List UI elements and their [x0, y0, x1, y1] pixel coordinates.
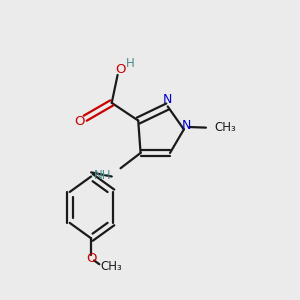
Text: O: O	[115, 63, 126, 76]
Text: H: H	[126, 57, 134, 70]
Text: NH: NH	[94, 169, 111, 182]
Text: O: O	[75, 115, 85, 128]
Text: CH₃: CH₃	[214, 121, 236, 134]
Text: O: O	[86, 252, 96, 266]
Text: N: N	[182, 119, 191, 132]
Text: CH₃: CH₃	[100, 260, 122, 272]
Text: N: N	[163, 93, 172, 106]
